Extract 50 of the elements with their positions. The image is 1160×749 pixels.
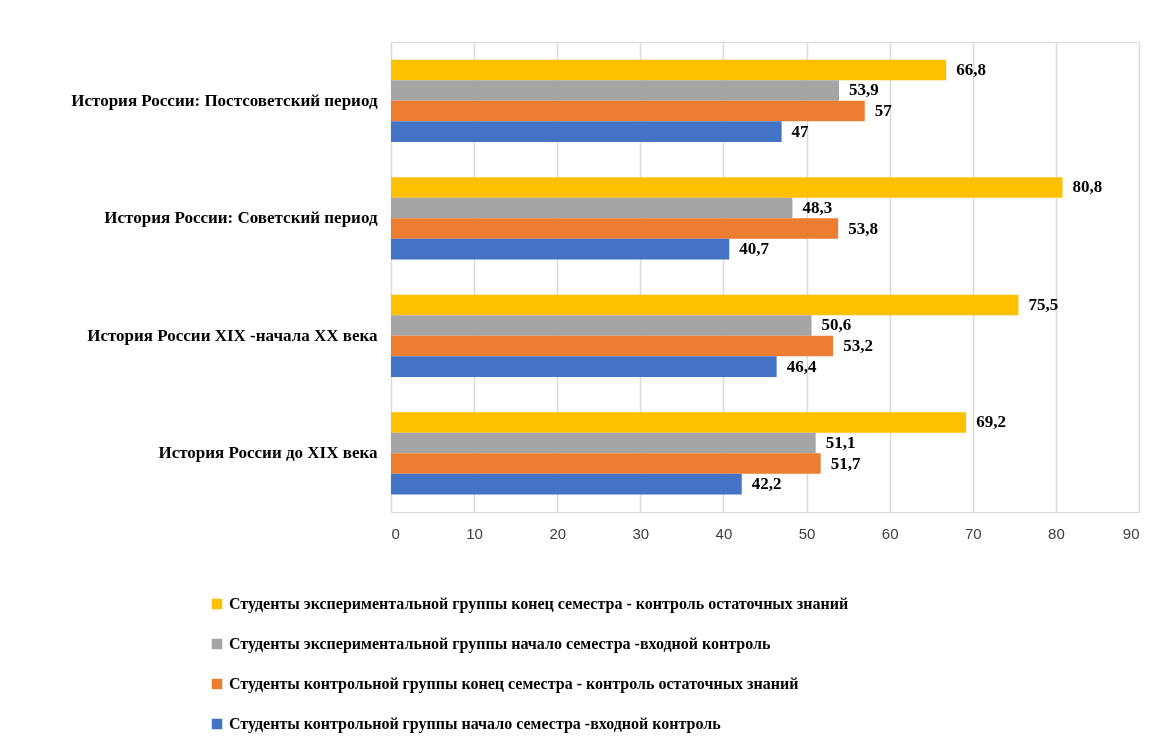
legend-label: Студенты контрольной группы начало семестра -входной контроль [229,715,722,733]
bar [391,218,839,239]
x-tick-label: 50 [798,524,816,542]
legend-label: Студенты экспериментальной группы конец семестра - контроль остаточных знаний [229,595,849,613]
data-label: 53,8 [848,218,878,238]
data-label: 47 [791,121,810,141]
data-label: 53,2 [843,336,873,356]
legend-label: Студенты контрольной группы конец семестра - контроль остаточных знаний [229,675,799,693]
data-label: 75,5 [1028,294,1059,314]
data-label: 42,2 [751,474,782,494]
data-label: 80,8 [1072,177,1103,197]
bar [391,177,1063,198]
x-tick-label: 60 [881,524,899,542]
x-tick-label: 20 [549,524,567,542]
y-tick-label: История России до XIX века [158,443,378,463]
bar [391,412,967,433]
x-tick-label: 70 [964,524,982,542]
data-label: 57 [874,101,893,121]
bar [391,121,782,142]
legend-label: Студенты экспериментальной группы начало семестра -входной контроль [229,635,771,653]
x-tick-label: 90 [1122,524,1140,542]
y-tick-label: История России: Постсоветский период [71,90,378,110]
bar [391,59,947,81]
bar [391,238,730,260]
data-label: 53,9 [848,80,879,100]
x-tick-label: 30 [632,524,650,542]
data-label: 51,1 [825,432,856,452]
data-label: 51,7 [830,453,861,473]
bar [391,335,834,357]
y-tick-label: История России XIX -начала XX века [87,325,378,345]
bar [391,432,816,454]
bar [391,473,742,495]
data-label: 50,6 [821,315,852,335]
bar [391,197,793,219]
x-tick-label: 10 [466,524,483,542]
x-tick-label: 40 [715,524,733,542]
bar [391,80,839,101]
data-label: 66,8 [956,59,986,79]
data-label: 46,4 [786,356,817,376]
x-tick-label: 80 [1048,524,1065,542]
y-tick-label: История России: Советский период [104,208,378,228]
data-label: 69,2 [976,412,1006,432]
bar [391,453,821,474]
data-label: 40,7 [739,239,770,259]
data-label: 48,3 [802,197,833,217]
bar [391,356,777,377]
bar [391,294,1019,316]
bar [391,315,812,336]
x-tick-label: 0 [391,524,400,542]
bar [391,100,865,122]
